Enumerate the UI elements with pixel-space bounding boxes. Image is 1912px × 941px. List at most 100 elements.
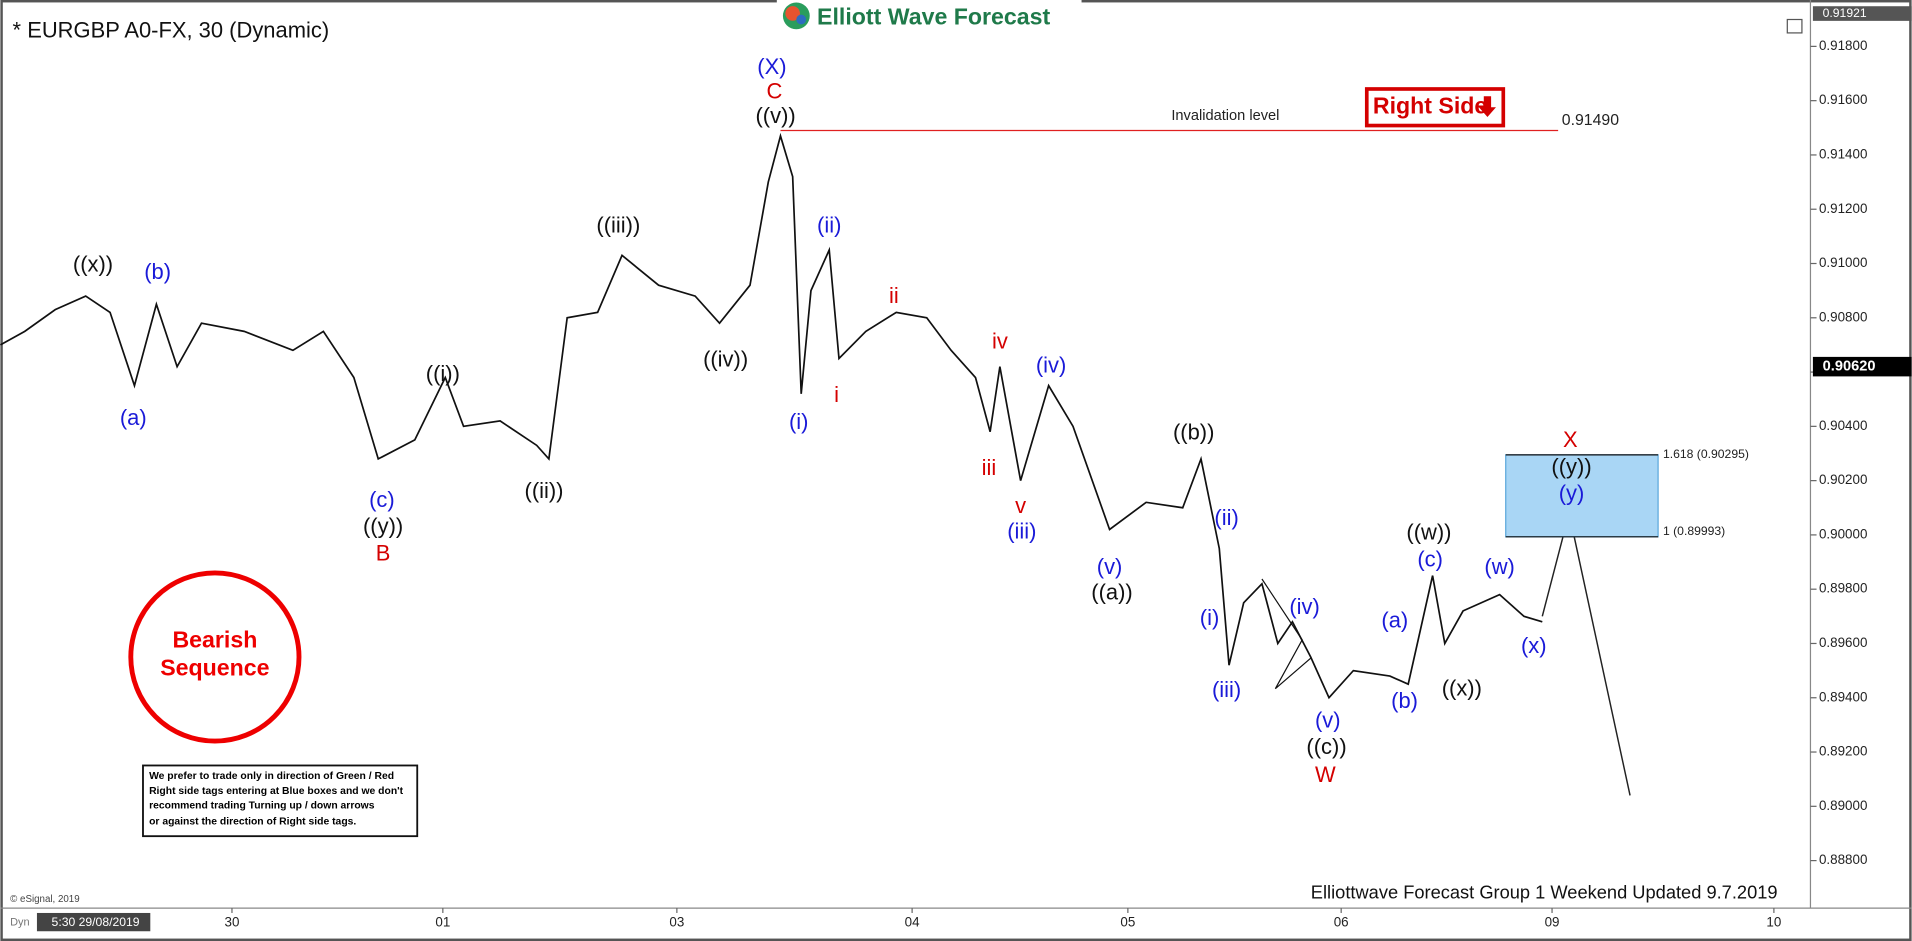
x-tick-label: 03 <box>669 914 684 929</box>
right-side-tag: Right Side <box>1364 87 1506 128</box>
wave-label: (c) <box>369 487 395 512</box>
wave-label: (v) <box>1315 707 1341 732</box>
footer: Elliottwave Forecast Group 1 Weekend Upd… <box>1311 881 1778 902</box>
note-box <box>142 764 419 838</box>
logo-icon <box>785 6 800 21</box>
y-tick-label: 0.89000 <box>1819 798 1867 813</box>
top-price-label: 0.91921 <box>1823 6 1867 20</box>
wave-label: (a) <box>1381 607 1408 632</box>
wave-label: iii <box>982 455 997 480</box>
wave-label: B <box>376 540 391 565</box>
wave-label: W <box>1315 762 1336 787</box>
window-button[interactable] <box>1786 18 1803 34</box>
y-tick-label: 0.91800 <box>1819 38 1867 53</box>
triangle <box>1261 578 1312 690</box>
y-tick-label: 0.90400 <box>1819 418 1867 433</box>
wave-label: ((y)) <box>1551 454 1591 479</box>
wave-label: ((w)) <box>1406 520 1451 545</box>
y-tick-label: 0.90000 <box>1819 526 1867 541</box>
x-tick-label: 06 <box>1334 914 1349 929</box>
wave-label: ((b)) <box>1173 420 1214 445</box>
wave-label: (c) <box>1417 546 1443 571</box>
sequence-circle <box>128 570 302 744</box>
y-tick-label: 0.91600 <box>1819 92 1867 107</box>
x-tick-label: 04 <box>905 914 920 929</box>
down-arrow <box>1478 96 1496 118</box>
wave-label: (iii) <box>1212 677 1241 702</box>
sequence-text: Sequence <box>160 654 269 680</box>
x-tick-label: 09 <box>1545 914 1560 929</box>
wave-label: ii <box>889 283 899 308</box>
y-tick-label: 0.89600 <box>1819 635 1867 650</box>
tag-text: Right Side <box>1373 92 1488 118</box>
wave-label: ((x)) <box>73 252 113 277</box>
invalidation-text: Invalidation level <box>1171 108 1279 124</box>
note-line: Right side tags entering at Blue boxes a… <box>149 786 404 797</box>
wave-label: (w) <box>1484 554 1514 579</box>
target-label: 1.618 (0.90295) <box>1663 447 1749 461</box>
wave-label: (b) <box>1391 688 1418 713</box>
y-tick-label: 0.89400 <box>1819 689 1867 704</box>
chart-title: * EURGBP A0-FX, 30 (Dynamic) <box>13 17 330 42</box>
note-line: recommend trading Turning up / down arro… <box>149 800 375 811</box>
wave-label: (i) <box>789 409 809 434</box>
dyn-label: Dyn <box>10 917 30 929</box>
wave-label: (a) <box>120 405 147 430</box>
x-tick-label: 30 <box>225 914 240 929</box>
wave-label: ((iv)) <box>703 347 748 372</box>
tag-border <box>1364 87 1506 128</box>
bearish-sequence: Bearish Sequence <box>128 570 302 744</box>
y-tick-label: 0.88800 <box>1819 852 1867 867</box>
y-tick-label: 0.89800 <box>1819 581 1867 596</box>
wave-label: (i) <box>1200 605 1220 630</box>
target-box <box>1505 454 1659 538</box>
wave-label: (iii) <box>1007 518 1036 543</box>
sequence-text: Bearish <box>172 626 257 652</box>
wave-label: i <box>834 382 839 407</box>
invalidation-label: 0.91490 <box>1562 112 1619 129</box>
y-tick-label: 0.91400 <box>1819 146 1867 161</box>
wave-label: (ii) <box>1214 505 1238 530</box>
wave-label: (x) <box>1521 633 1547 658</box>
wave-label: (y) <box>1559 481 1585 506</box>
x-tick-label: 05 <box>1120 914 1135 929</box>
wave-label: (iv) <box>1036 353 1066 378</box>
logo-icon <box>796 14 807 25</box>
note: We prefer to trade only in direction of … <box>142 764 419 838</box>
y-tick-label: 0.89200 <box>1819 744 1867 759</box>
wave-label: X <box>1563 427 1578 452</box>
x-tick-label: 01 <box>435 914 450 929</box>
wave-label: ((i)) <box>426 361 460 386</box>
wave-label: ((v)) <box>755 103 795 128</box>
wave-label: (iv) <box>1289 594 1319 619</box>
wave-label: ((x)) <box>1442 676 1482 701</box>
cursor-time-box <box>36 912 151 932</box>
wave-label: C <box>766 78 782 103</box>
logo-text: Elliott Wave Forecast <box>817 3 1050 29</box>
wave-label: (v) <box>1097 554 1123 579</box>
wave-label: (ii) <box>817 213 841 238</box>
wave-label: ((iii)) <box>596 213 640 238</box>
target-label: 1 (0.89993) <box>1663 524 1725 538</box>
y-tick-label: 0.90800 <box>1819 309 1867 324</box>
note-line: We prefer to trade only in direction of … <box>149 771 394 782</box>
wave-label: ((y)) <box>363 514 403 539</box>
note-line: or against the direction of Right side t… <box>149 816 356 827</box>
last-price-box <box>1812 356 1912 377</box>
cursor-time: 5:30 29/08/2019 <box>52 915 140 929</box>
wave-label: ((ii)) <box>525 478 564 503</box>
wave-label: (b) <box>144 259 171 284</box>
wave-label: iv <box>992 328 1008 353</box>
wave-label: ((a)) <box>1091 579 1132 604</box>
y-tick-label: 0.90200 <box>1819 472 1867 487</box>
wave-label: ((c)) <box>1306 734 1346 759</box>
top-price-box <box>1812 6 1912 21</box>
y-tick-label: 0.91200 <box>1819 201 1867 216</box>
wave-label: v <box>1015 493 1026 518</box>
last-price-label: 0.90620 <box>1823 359 1876 375</box>
x-tick-label: 10 <box>1766 914 1781 929</box>
logo: Elliott Wave Forecast <box>776 0 1082 35</box>
copyright: © eSignal, 2019 <box>10 894 80 905</box>
logo-background <box>776 0 1082 35</box>
